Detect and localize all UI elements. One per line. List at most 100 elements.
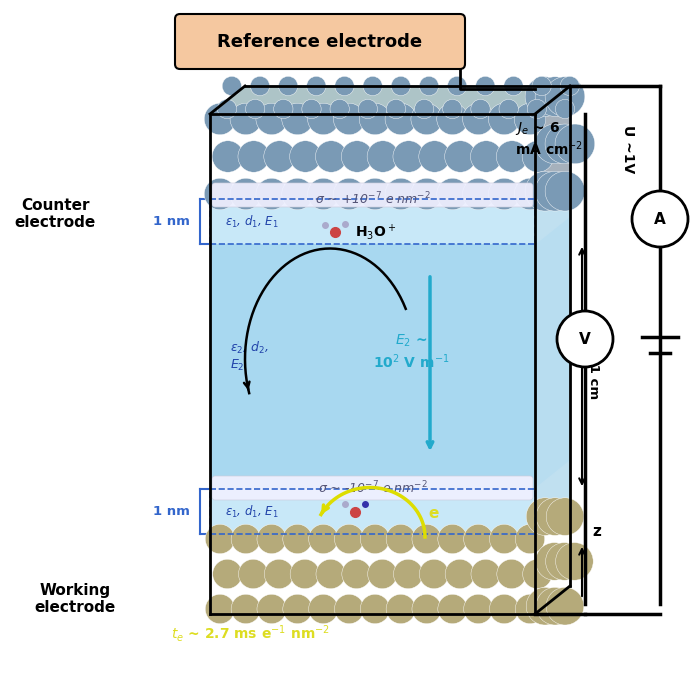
Polygon shape <box>210 86 570 114</box>
Circle shape <box>514 178 546 210</box>
Text: $E_2$ ~
10$^2$ V m$^{-1}$: $E_2$ ~ 10$^2$ V m$^{-1}$ <box>373 333 449 370</box>
Circle shape <box>555 99 575 119</box>
Circle shape <box>463 524 493 554</box>
Circle shape <box>442 99 462 119</box>
Circle shape <box>281 103 314 135</box>
Circle shape <box>489 178 520 210</box>
Circle shape <box>546 498 584 535</box>
Circle shape <box>527 99 547 119</box>
Circle shape <box>257 524 286 554</box>
Circle shape <box>555 124 595 164</box>
Circle shape <box>414 99 434 119</box>
Circle shape <box>367 140 398 172</box>
Circle shape <box>535 171 575 211</box>
Circle shape <box>535 124 575 164</box>
Circle shape <box>213 559 242 589</box>
Circle shape <box>632 191 688 247</box>
Circle shape <box>532 76 552 96</box>
Circle shape <box>419 559 449 589</box>
Circle shape <box>545 124 584 164</box>
Polygon shape <box>535 171 570 244</box>
Circle shape <box>256 178 288 210</box>
Circle shape <box>335 76 354 96</box>
Circle shape <box>447 76 467 96</box>
Circle shape <box>230 103 262 135</box>
Circle shape <box>545 171 585 211</box>
Circle shape <box>438 594 467 624</box>
Circle shape <box>393 140 424 172</box>
Circle shape <box>476 76 495 96</box>
Circle shape <box>281 178 314 210</box>
Circle shape <box>316 140 347 172</box>
Circle shape <box>556 542 593 580</box>
Text: z: z <box>592 524 601 539</box>
Circle shape <box>463 178 494 210</box>
Circle shape <box>335 594 364 624</box>
Text: A: A <box>654 212 666 226</box>
FancyBboxPatch shape <box>210 199 535 244</box>
Circle shape <box>368 559 397 589</box>
Circle shape <box>496 140 528 172</box>
Circle shape <box>204 103 236 135</box>
Circle shape <box>330 99 349 119</box>
Circle shape <box>536 498 574 535</box>
Circle shape <box>274 99 293 119</box>
Circle shape <box>514 103 546 135</box>
Circle shape <box>560 76 580 96</box>
Circle shape <box>359 103 391 135</box>
Circle shape <box>279 76 298 96</box>
Circle shape <box>489 524 519 554</box>
Circle shape <box>557 311 613 367</box>
Circle shape <box>385 178 416 210</box>
Circle shape <box>363 76 382 96</box>
Circle shape <box>309 594 338 624</box>
Text: U ~1V: U ~1V <box>620 125 634 173</box>
Circle shape <box>333 178 365 210</box>
Circle shape <box>526 587 564 625</box>
Text: $\sigma$ ~ +10$^{-7}$ e nm$^{-2}$: $\sigma$ ~ +10$^{-7}$ e nm$^{-2}$ <box>314 191 430 208</box>
FancyBboxPatch shape <box>210 244 535 489</box>
Circle shape <box>386 99 406 119</box>
Circle shape <box>307 103 339 135</box>
Circle shape <box>342 559 371 589</box>
Circle shape <box>412 594 442 624</box>
Text: d = 1 cm: d = 1 cm <box>587 334 600 399</box>
Circle shape <box>359 178 391 210</box>
Circle shape <box>205 524 235 554</box>
Text: $J_e$ ~ 6
mA cm$^{-2}$: $J_e$ ~ 6 mA cm$^{-2}$ <box>515 120 583 159</box>
Circle shape <box>412 524 442 554</box>
Circle shape <box>204 178 236 210</box>
Circle shape <box>230 178 262 210</box>
Circle shape <box>212 140 244 172</box>
Text: V: V <box>579 331 591 347</box>
Circle shape <box>251 76 270 96</box>
Circle shape <box>545 542 583 580</box>
Text: $t_e$ ~ 2.7 ms e$^{-1}$ nm$^{-2}$: $t_e$ ~ 2.7 ms e$^{-1}$ nm$^{-2}$ <box>171 624 330 644</box>
Circle shape <box>302 99 321 119</box>
Circle shape <box>205 594 235 624</box>
Circle shape <box>526 498 564 535</box>
Circle shape <box>463 103 494 135</box>
Circle shape <box>257 594 286 624</box>
FancyBboxPatch shape <box>175 14 465 69</box>
Circle shape <box>222 76 242 96</box>
Circle shape <box>386 594 416 624</box>
Circle shape <box>231 594 260 624</box>
Text: 1 nm: 1 nm <box>153 505 190 518</box>
Circle shape <box>385 103 416 135</box>
Circle shape <box>358 99 377 119</box>
Circle shape <box>419 76 439 96</box>
Circle shape <box>360 524 390 554</box>
Text: $\varepsilon_2$, $d_2$,
$E_2$: $\varepsilon_2$, $d_2$, $E_2$ <box>230 340 269 373</box>
Circle shape <box>497 559 526 589</box>
Circle shape <box>393 559 423 589</box>
FancyBboxPatch shape <box>212 476 533 500</box>
Circle shape <box>265 559 294 589</box>
Circle shape <box>523 559 552 589</box>
Circle shape <box>309 524 338 554</box>
FancyBboxPatch shape <box>212 183 533 207</box>
Circle shape <box>535 77 575 117</box>
Circle shape <box>515 594 545 624</box>
Circle shape <box>471 99 490 119</box>
Circle shape <box>437 178 468 210</box>
